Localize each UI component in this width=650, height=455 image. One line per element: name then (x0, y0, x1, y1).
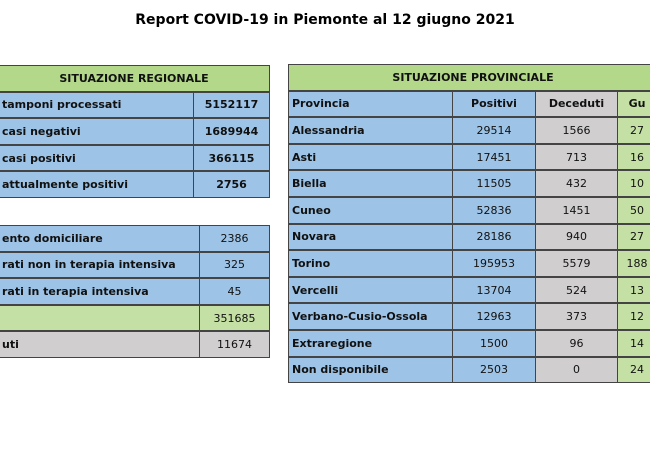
cell-value: 11505 (452, 170, 536, 197)
cell-value: 16 (617, 143, 650, 171)
row-value: 45 (199, 278, 270, 305)
cell-value: 12963 (452, 303, 536, 330)
cell-value: 0 (535, 356, 618, 384)
province-name: Asti (288, 143, 453, 171)
row-label: tamponi processati (0, 91, 194, 119)
cell-value: 27 (617, 223, 650, 251)
column-header: Positivi (452, 90, 536, 118)
row-value: 5152117 (193, 91, 270, 119)
row-value: 325 (199, 251, 270, 279)
column-header: Gu (617, 90, 650, 118)
cell-value: 13 (617, 276, 650, 304)
cell-value: 96 (535, 330, 618, 357)
row-value: 351685 (199, 304, 270, 332)
row-label (0, 304, 200, 332)
cell-value: 12 (617, 303, 650, 330)
column-header: Deceduti (535, 90, 618, 118)
cell-value: 29514 (452, 117, 536, 144)
row-label: rati in terapia intensiva (0, 278, 200, 305)
row-value: 2386 (199, 225, 270, 252)
row-label: rati non in terapia intensiva (0, 251, 200, 279)
cell-value: 17451 (452, 143, 536, 171)
cell-value: 524 (535, 276, 618, 304)
column-header: Provincia (288, 90, 453, 118)
row-label: casi negativi (0, 118, 194, 145)
cell-value: 1566 (535, 117, 618, 144)
row-value: 2756 (193, 171, 270, 198)
province-name: Alessandria (288, 117, 453, 144)
row-label: ento domiciliare (0, 225, 200, 252)
cell-value: 432 (535, 170, 618, 197)
province-name: Novara (288, 223, 453, 251)
cell-value: 52836 (452, 197, 536, 224)
row-label: uti (0, 331, 200, 358)
row-value: 11674 (199, 331, 270, 358)
row-label: attualmente positivi (0, 171, 194, 198)
cell-value: 1451 (535, 197, 618, 224)
cell-value: 14 (617, 330, 650, 357)
province-name: Biella (288, 170, 453, 197)
cell-value: 24 (617, 356, 650, 384)
cell-value: 713 (535, 143, 618, 171)
row-value: 366115 (193, 144, 270, 172)
cell-value: 940 (535, 223, 618, 251)
cell-value: 28186 (452, 223, 536, 251)
cell-value: 195953 (452, 250, 536, 277)
cell-value: 1500 (452, 330, 536, 357)
regional-header: SITUAZIONE REGIONALE (0, 65, 270, 92)
cell-value: 188 (617, 250, 650, 277)
province-name: Extraregione (288, 330, 453, 357)
province-name: Vercelli (288, 276, 453, 304)
province-name: Cuneo (288, 197, 453, 224)
row-value: 1689944 (193, 118, 270, 145)
report-title: Report COVID-19 in Piemonte al 12 giugno… (135, 12, 515, 28)
row-label: casi positivi (0, 144, 194, 172)
provincial-header: SITUAZIONE PROVINCIALE (288, 64, 650, 91)
cell-value: 50 (617, 197, 650, 224)
province-name: Non disponibile (288, 356, 453, 384)
cell-value: 2503 (452, 356, 536, 384)
province-name: Verbano-Cusio-Ossola (288, 303, 453, 330)
cell-value: 10 (617, 170, 650, 197)
cell-value: 27 (617, 117, 650, 144)
cell-value: 373 (535, 303, 618, 330)
cell-value: 13704 (452, 276, 536, 304)
province-name: Torino (288, 250, 453, 277)
cell-value: 5579 (535, 250, 618, 277)
